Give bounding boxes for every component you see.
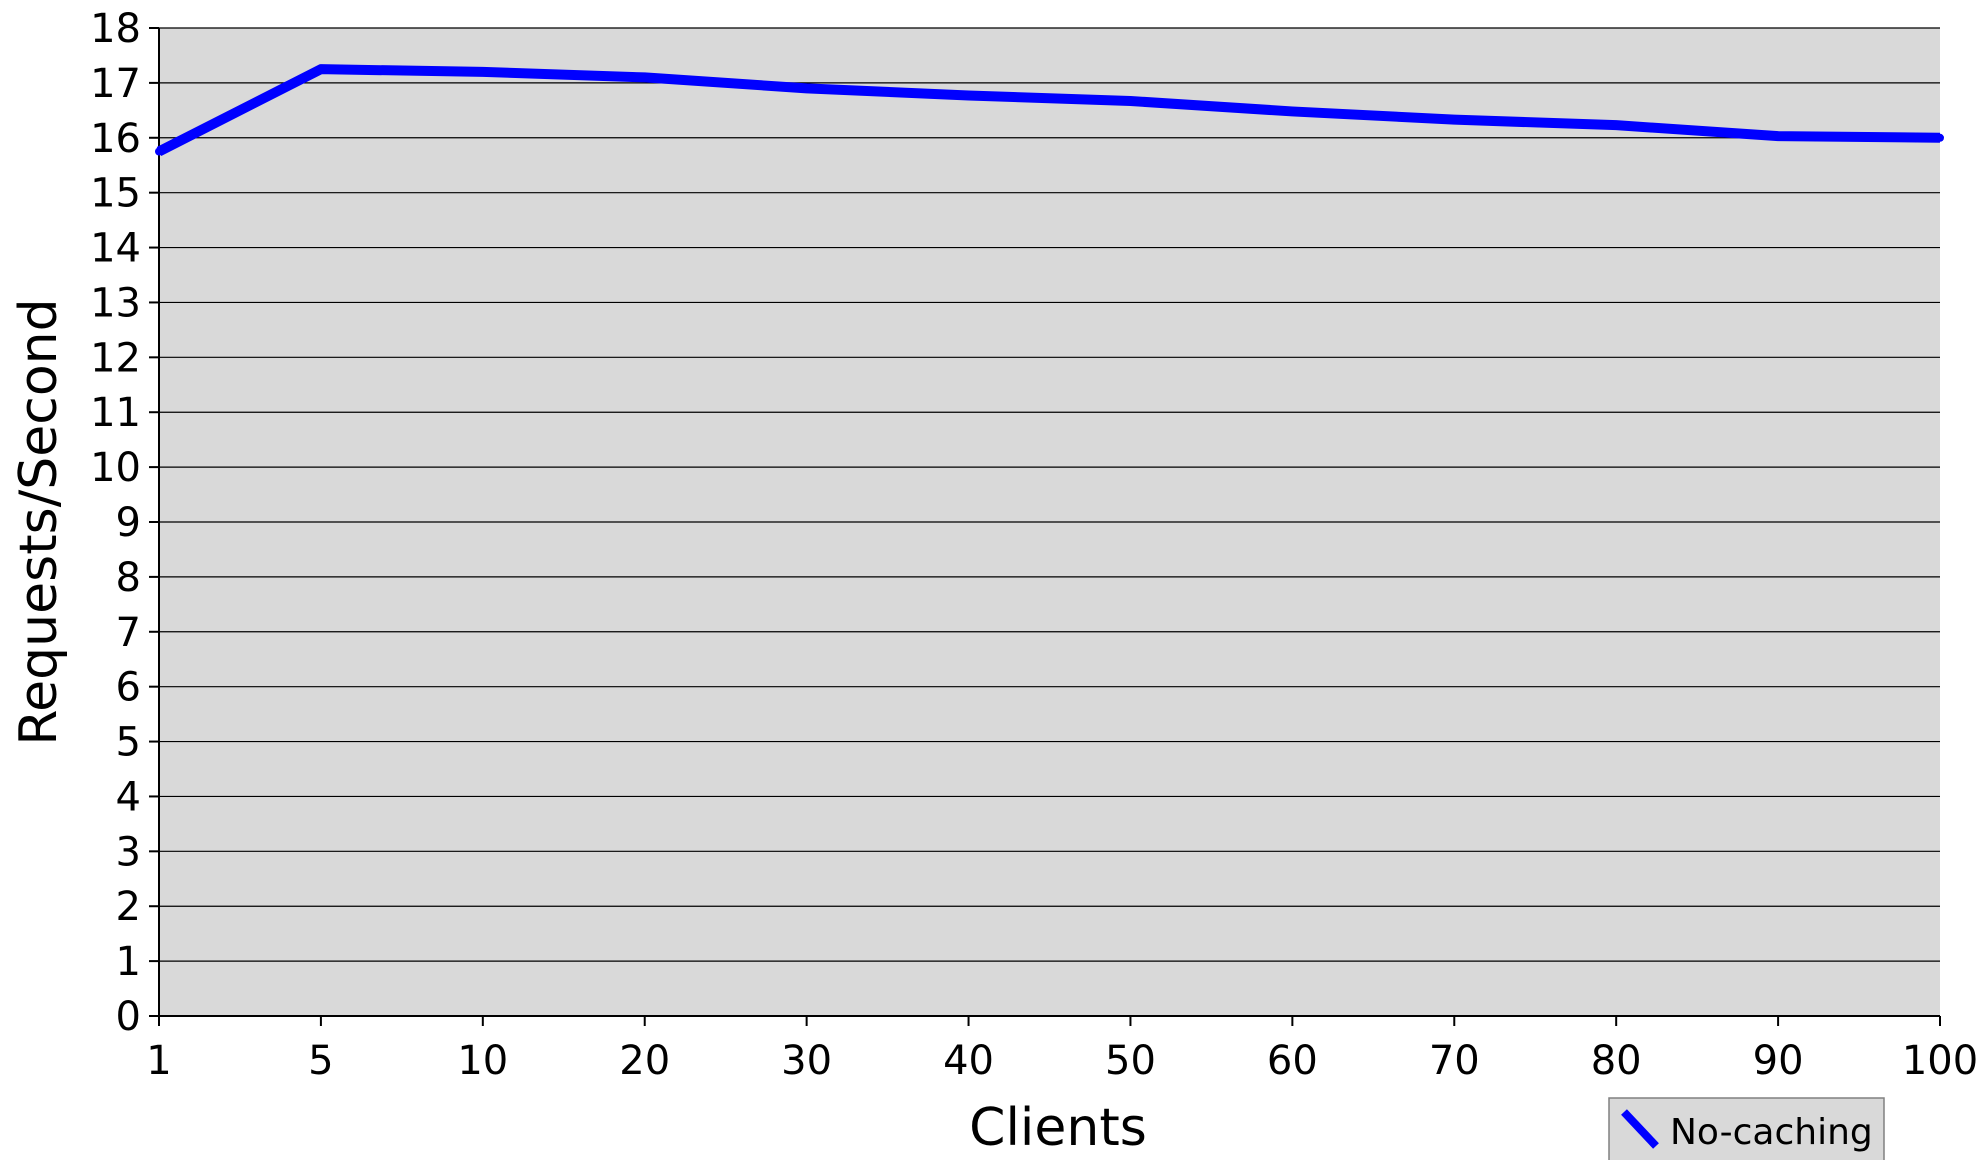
y-tick-label: 0: [116, 994, 141, 1040]
x-tick-label: 5: [308, 1038, 333, 1084]
gridlines: [159, 27, 1940, 962]
x-tick-label: 100: [1902, 1038, 1978, 1084]
legend-label-no-caching: No-caching: [1670, 1112, 1873, 1153]
y-tick-label: 9: [116, 500, 141, 546]
x-tick-label: 80: [1591, 1038, 1642, 1084]
legend-box: [1608, 1097, 1885, 1164]
y-tick-label: 5: [116, 720, 141, 766]
y-tick-label: 13: [90, 280, 141, 326]
data-point: [478, 67, 487, 76]
data-point: [155, 147, 163, 156]
y-tick-label: 16: [90, 116, 141, 162]
y-tick-label: 8: [116, 555, 141, 601]
data-point: [1612, 121, 1621, 130]
series-layer: [155, 64, 1944, 156]
y-tick-label: 17: [90, 61, 141, 107]
data-point: [1126, 97, 1135, 106]
x-tick-label: 10: [457, 1038, 508, 1084]
series-line-no-caching: [156, 64, 1941, 156]
y-tick-label: 3: [116, 829, 141, 875]
x-tick-label: 20: [619, 1038, 670, 1084]
legend: No-caching: [1608, 1097, 1885, 1164]
x-tick-label: 1: [146, 1038, 171, 1084]
y-tick-label: 14: [90, 226, 141, 272]
x-tick-label: 50: [1105, 1038, 1156, 1084]
data-point: [1288, 107, 1297, 116]
x-tick-label: 90: [1753, 1038, 1804, 1084]
x-tick-label: 70: [1429, 1038, 1480, 1084]
data-point: [802, 84, 811, 93]
legend-swatch-no-caching: [1621, 1109, 1659, 1149]
y-tick-label: 7: [116, 610, 141, 656]
data-point: [1774, 132, 1783, 141]
y-tick-label: 18: [90, 6, 141, 52]
data-point: [1450, 115, 1459, 124]
y-axis-title: Requests/Second: [9, 298, 69, 745]
data-point: [964, 91, 973, 100]
y-tick-label: 15: [90, 171, 141, 217]
y-tick-label: 10: [90, 445, 141, 491]
y-tick-label: 12: [90, 335, 141, 381]
y-tick-label: 2: [116, 884, 141, 930]
x-tick-label: 60: [1267, 1038, 1318, 1084]
data-point: [640, 73, 649, 82]
y-tick-label: 4: [116, 774, 141, 820]
x-tick-label: 30: [781, 1038, 832, 1084]
x-tick-label: 40: [943, 1038, 994, 1084]
data-point: [316, 65, 325, 74]
y-tick-label: 6: [116, 665, 141, 711]
y-tick-label: 1: [116, 939, 141, 985]
x-axis-title: Clients: [969, 1098, 1147, 1158]
data-point: [1936, 133, 1944, 142]
y-tick-label: 11: [90, 390, 141, 436]
x-axis-ticks: 1 5 10 20 30 40 50 60 70 80 90 100: [146, 1016, 1978, 1084]
